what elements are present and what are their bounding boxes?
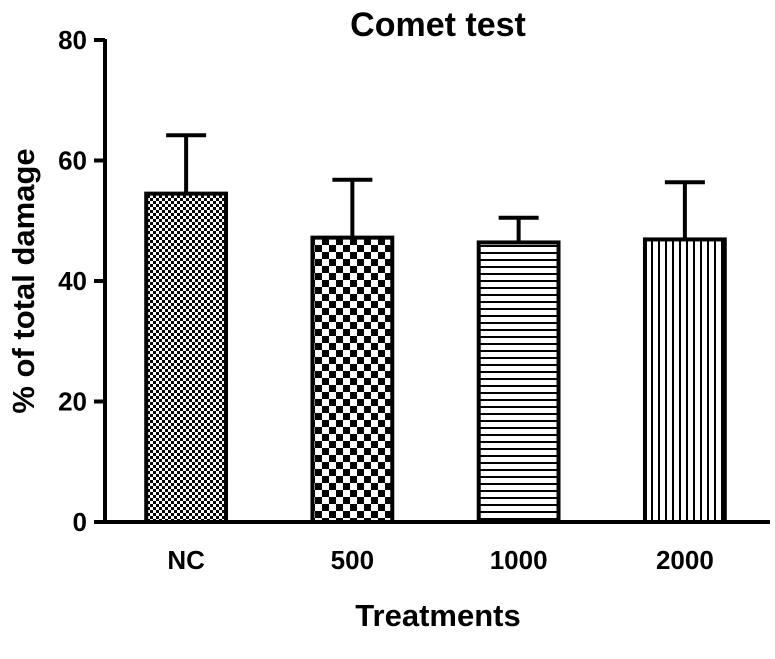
y-tick-label: 40 [58,266,87,296]
x-tick-label: 1000 [490,545,548,575]
y-tick-label: 20 [58,387,87,417]
y-axis-label: % of total damage [6,148,41,413]
x-axis: NC 500 1000 2000 [105,520,770,575]
y-tick-label: 80 [58,25,87,55]
x-axis-label: Treatments [355,598,520,633]
x-tick-label: 500 [331,545,374,575]
y-tick-label: 0 [73,507,87,537]
bar-NC [144,191,229,524]
bar-500 [310,235,395,524]
bar-2000 [642,237,727,525]
x-tick-label: NC [167,545,205,575]
y-axis: 0 20 40 60 80 [58,25,107,537]
bars [144,133,727,525]
y-tick-label: 60 [58,146,87,176]
chart-title: Comet test [350,6,526,44]
bar-1000 [476,240,561,524]
x-tick-label: 2000 [656,545,714,575]
